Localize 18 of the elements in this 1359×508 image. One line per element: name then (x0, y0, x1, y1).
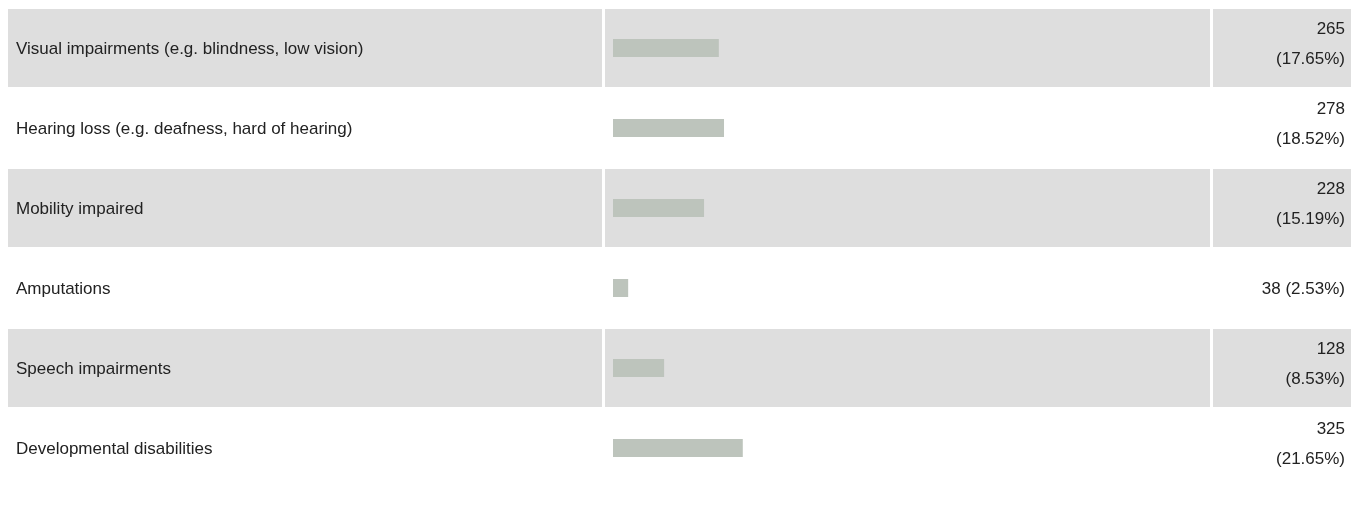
data-label: 38 (2.53%) (1261, 279, 1345, 298)
y-tick-label: Hearing loss (e.g. deafness, hard of hearing) (16, 119, 353, 138)
y-tick-label: Visual impairments (e.g. blindness, low vision) (16, 39, 364, 58)
bar (613, 39, 719, 57)
y-tick-label: Mobility impaired (16, 199, 144, 218)
bar (613, 119, 725, 137)
data-label: 325 (21.65%) (1276, 419, 1345, 468)
data-label: 278 (18.52%) (1276, 99, 1345, 148)
y-tick-label: Speech impairments (16, 359, 171, 378)
bar (613, 199, 705, 217)
data-label: 265 (17.65%) (1276, 19, 1345, 68)
bar (613, 359, 665, 377)
bar (613, 279, 629, 297)
y-tick-label: Developmental disabilities (16, 439, 213, 458)
y-tick-label: Amputations (16, 279, 111, 298)
data-label: 128 (8.53%) (1285, 339, 1345, 388)
data-label: 228 (15.19%) (1276, 179, 1345, 228)
bar (613, 439, 743, 457)
